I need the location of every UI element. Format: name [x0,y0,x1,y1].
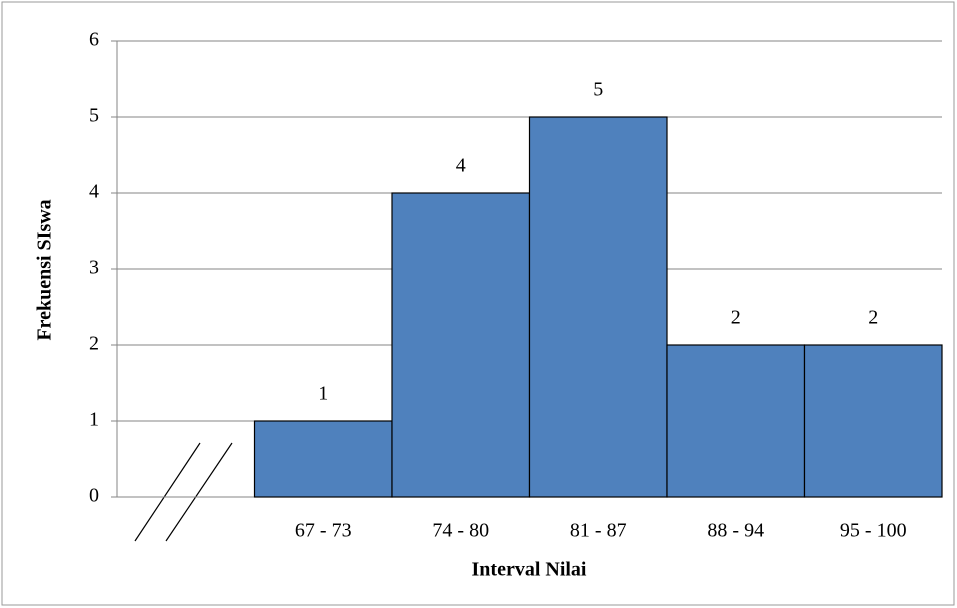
bar [391,192,531,498]
y-tick-label: 1 [89,409,99,431]
data-label: 4 [456,155,466,177]
bar [803,344,943,498]
x-axis-label: Interval Nilai [472,559,587,581]
bar [528,116,668,498]
y-axis-label: Frekuensi SIswa [34,199,56,340]
data-label: 5 [593,79,603,101]
x-tick-label: 95 - 100 [840,520,907,542]
axis-break [134,442,201,542]
data-label: 2 [731,307,741,329]
x-tick-label: 81 - 87 [570,520,627,542]
y-tick-label: 6 [89,29,99,51]
x-tick-label: 88 - 94 [707,520,764,542]
x-tick-label: 74 - 80 [432,520,489,542]
y-tick-label: 4 [89,181,99,203]
data-label: 2 [868,307,878,329]
axis-break [165,442,233,542]
x-tick-label: 67 - 73 [295,520,352,542]
y-tick-label: 0 [89,485,99,507]
y-tick-label: 3 [89,257,99,279]
bar [253,420,393,498]
bar [666,344,806,498]
y-tick-label: 5 [89,105,99,127]
data-label: 1 [318,383,328,405]
y-tick-label: 2 [89,333,99,355]
